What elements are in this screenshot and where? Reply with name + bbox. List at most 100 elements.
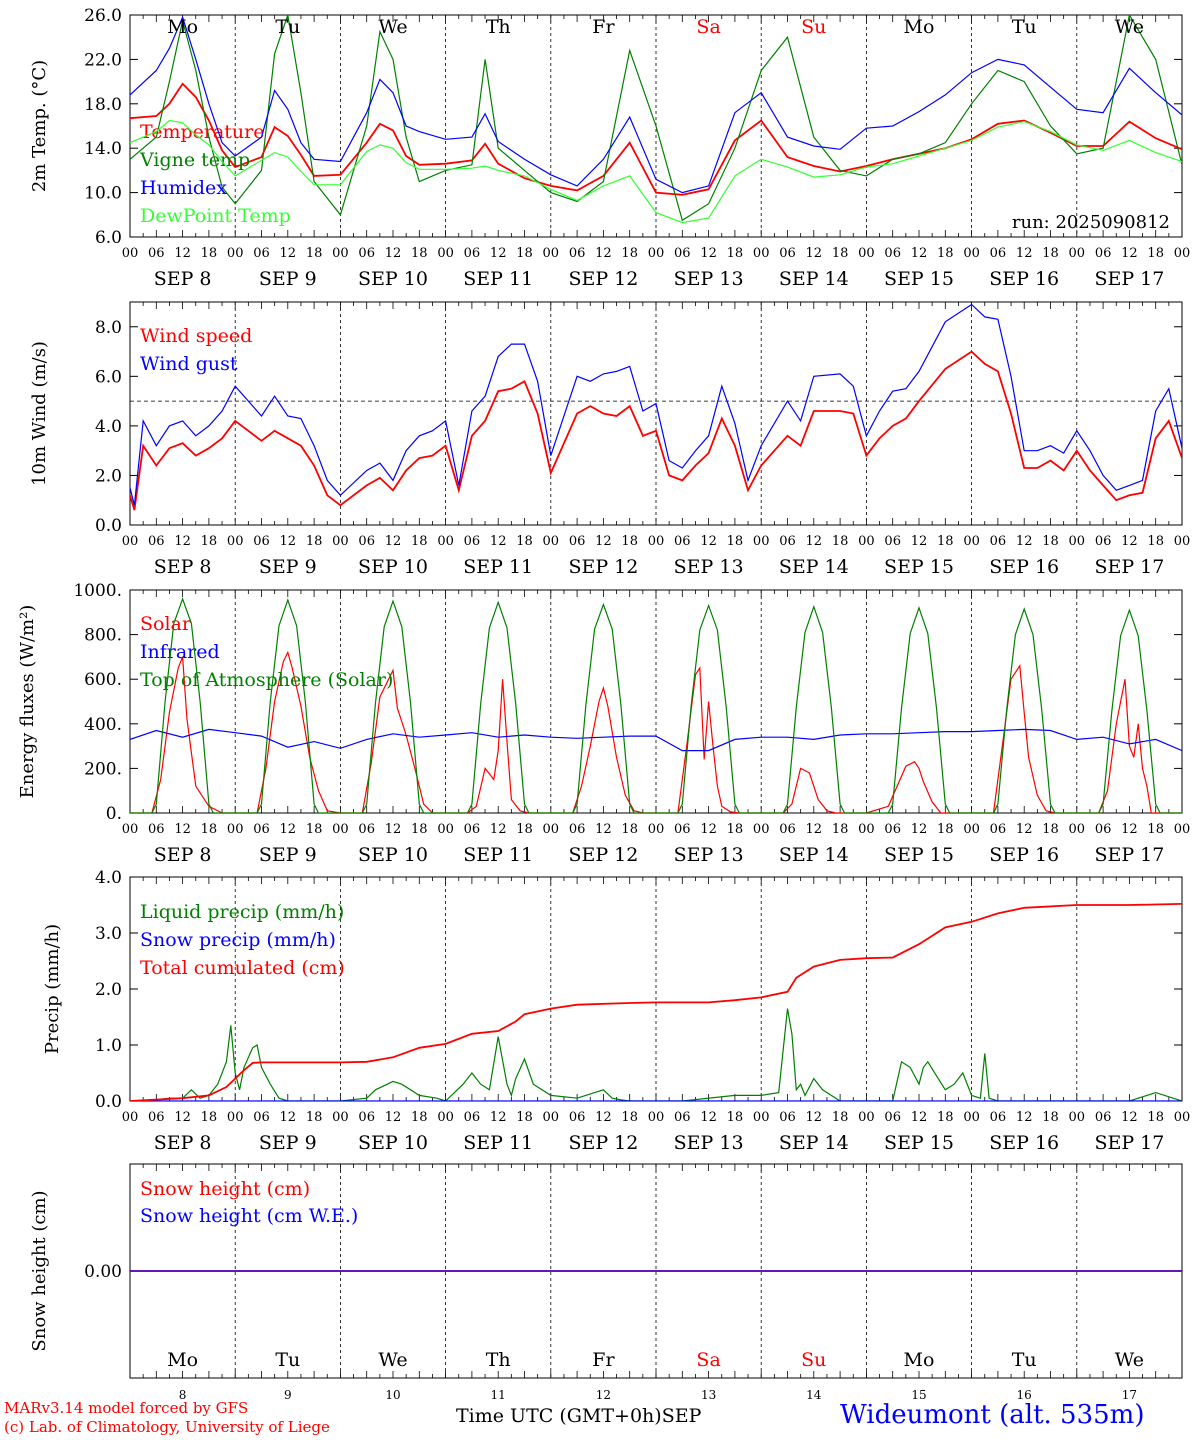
date-label: SEP 13 <box>674 844 744 866</box>
hour-label: 00 <box>1069 534 1086 549</box>
y-tick-label: 6.0 <box>95 228 122 248</box>
hour-label: 06 <box>1095 246 1112 261</box>
y-tick-label: 10.0 <box>84 184 122 204</box>
weekday-label: Fr <box>592 1349 615 1371</box>
hour-label: 06 <box>779 1110 796 1125</box>
hour-label: 12 <box>595 534 612 549</box>
date-label: SEP 11 <box>463 556 533 578</box>
legend-entry: Snow height (cm W.E.) <box>140 1205 358 1227</box>
hour-label: 18 <box>727 246 744 261</box>
hour-label: 00 <box>227 534 244 549</box>
hour-label: 06 <box>358 534 375 549</box>
hour-label: 12 <box>280 822 297 837</box>
y-tick-label: 6.0 <box>95 367 122 387</box>
hour-label: 00 <box>1174 822 1191 837</box>
y-tick-label: 200. <box>84 759 122 779</box>
hour-label: 06 <box>569 534 586 549</box>
series-line-dewpoint-temp <box>130 119 1182 224</box>
y-tick-label: 600. <box>84 670 122 690</box>
hour-label: 00 <box>543 534 560 549</box>
hour-label: 06 <box>674 1110 691 1125</box>
legend-entry: Wind speed <box>140 325 252 347</box>
date-label: SEP 8 <box>154 844 212 866</box>
date-label: SEP 8 <box>154 268 212 290</box>
date-label: SEP 17 <box>1094 844 1164 866</box>
hour-label: 12 <box>911 246 928 261</box>
legend-entry: Vigne temp <box>139 149 250 171</box>
hour-label: 06 <box>779 534 796 549</box>
hour-label: 00 <box>332 822 349 837</box>
date-label: SEP 10 <box>358 268 428 290</box>
weekday-label: Tu <box>275 16 300 38</box>
hour-label: 12 <box>595 246 612 261</box>
hour-label: 18 <box>832 1110 849 1125</box>
hour-label: 18 <box>516 822 533 837</box>
date-label: SEP 17 <box>1094 556 1164 578</box>
hour-label: 12 <box>280 534 297 549</box>
hour-label: 06 <box>990 534 1007 549</box>
hour-label: 06 <box>1095 822 1112 837</box>
y-tick-label: 14.0 <box>84 139 122 159</box>
day-number-label: 12 <box>596 1388 611 1402</box>
series-line-vigne-temp <box>130 15 1182 222</box>
legend-entry: Top of Atmosphere (Solar) <box>140 669 393 691</box>
hour-label: 00 <box>122 822 139 837</box>
weekday-label: Mo <box>167 16 198 38</box>
hour-label: 06 <box>464 246 481 261</box>
y-axis-label: 2m Temp. (°C) <box>29 60 50 192</box>
hour-label: 00 <box>753 534 770 549</box>
hour-label: 12 <box>490 246 507 261</box>
hour-label: 18 <box>201 246 218 261</box>
hour-label: 18 <box>832 534 849 549</box>
y-tick-label: 22.0 <box>84 50 122 70</box>
date-label: SEP 14 <box>779 844 849 866</box>
hour-label: 00 <box>122 534 139 549</box>
x-axis-title: Time UTC (GMT+0h)SEP <box>456 1405 701 1427</box>
hour-label: 00 <box>963 534 980 549</box>
y-tick-label: 0. <box>106 804 122 824</box>
series-line-humidex <box>130 15 1182 194</box>
hour-label: 00 <box>963 1110 980 1125</box>
date-label: SEP 14 <box>779 1132 849 1154</box>
hour-label: 18 <box>621 822 638 837</box>
hour-label: 12 <box>1016 534 1033 549</box>
hour-label: 18 <box>516 246 533 261</box>
hour-label: 18 <box>411 822 428 837</box>
hour-label: 18 <box>832 246 849 261</box>
hour-label: 00 <box>227 246 244 261</box>
legend-entry: Snow precip (mm/h) <box>140 929 336 951</box>
weekday-label: Tu <box>275 1349 300 1371</box>
hour-label: 12 <box>1016 246 1033 261</box>
hour-label: 12 <box>385 822 402 837</box>
plot-frame <box>129 589 1183 814</box>
hour-label: 18 <box>727 534 744 549</box>
legend-entry: Wind gust <box>140 353 238 375</box>
hour-label: 12 <box>174 822 191 837</box>
hour-label: 00 <box>753 822 770 837</box>
hour-label: 18 <box>516 1110 533 1125</box>
panel-4: 0.0 1.0 2.0 3.0 4.0 Precip (mm/h) Liquid preci… <box>42 868 1190 1154</box>
y-tick-label: 4.0 <box>95 417 122 437</box>
date-label: SEP 16 <box>989 556 1059 578</box>
hour-label: 00 <box>1069 246 1086 261</box>
hour-label: 06 <box>884 822 901 837</box>
hour-label: 12 <box>595 822 612 837</box>
hour-label: 06 <box>464 1110 481 1125</box>
hour-label: 06 <box>884 1110 901 1125</box>
hour-label: 00 <box>1174 534 1191 549</box>
hour-label: 12 <box>700 534 717 549</box>
series-line-wind-speed <box>130 350 1182 511</box>
hour-label: 00 <box>753 246 770 261</box>
date-label: SEP 12 <box>568 268 638 290</box>
hour-label: 06 <box>148 246 165 261</box>
date-label: SEP 12 <box>568 844 638 866</box>
hour-label: 18 <box>937 822 954 837</box>
hour-label: 00 <box>648 246 665 261</box>
x-axis-title-text: Time UTC (GMT+0h) <box>456 1405 662 1427</box>
weekday-label: Sa <box>696 16 720 38</box>
date-label: SEP 16 <box>989 1132 1059 1154</box>
y-tick-label: 2.0 <box>95 980 122 1000</box>
date-label: SEP 12 <box>568 556 638 578</box>
hour-label: 06 <box>569 1110 586 1125</box>
legend-entry: Humidex <box>140 177 227 199</box>
